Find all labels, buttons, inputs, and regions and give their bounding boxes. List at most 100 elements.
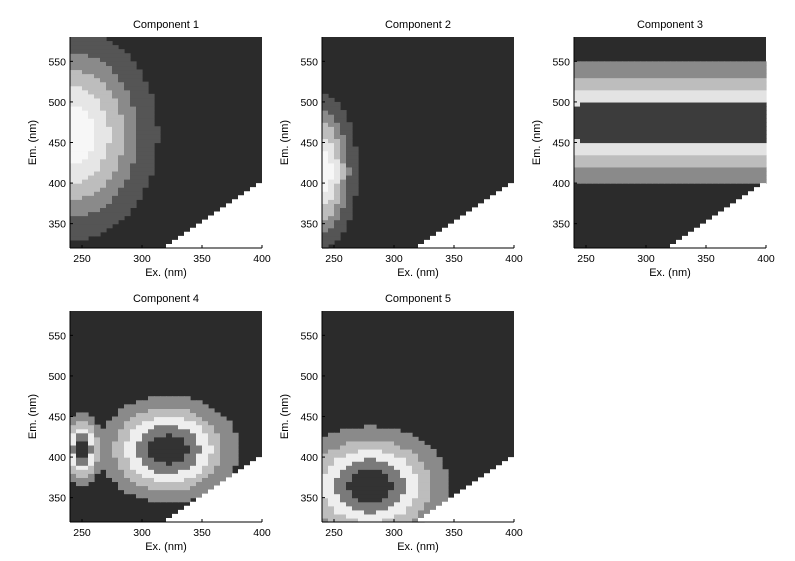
- contour-cell: [340, 428, 347, 434]
- contour-cell: [124, 166, 131, 172]
- contour-cell: [688, 126, 695, 131]
- contour-cell: [364, 493, 371, 499]
- contour-cell: [574, 65, 581, 71]
- contour-cell: [106, 223, 113, 229]
- contour-cell: [322, 134, 329, 140]
- contour-cell: [670, 174, 677, 180]
- contour-cell: [622, 77, 629, 83]
- contour-cell: [400, 497, 407, 503]
- contour-cell: [400, 473, 407, 478]
- contour-cell: [328, 158, 335, 164]
- contour-cell: [196, 440, 203, 446]
- contour-cell: [136, 465, 143, 470]
- contour-cell: [406, 513, 413, 519]
- contour-cell: [322, 481, 329, 487]
- contour-cell: [112, 97, 119, 103]
- contour-cell: [94, 424, 101, 430]
- contour-cell: [682, 93, 689, 99]
- contour-cell: [616, 73, 623, 79]
- contour-cell: [118, 187, 125, 192]
- contour-cell: [592, 126, 599, 131]
- contour-cell: [352, 493, 359, 499]
- contour-cell: [220, 461, 227, 466]
- contour-cell: [136, 138, 143, 144]
- contour-cell: [70, 146, 77, 152]
- contour-cell: [130, 77, 137, 83]
- contour-cell: [346, 448, 353, 454]
- contour-cell: [124, 485, 131, 491]
- y-tick-label: 350: [48, 493, 66, 505]
- contour-cell: [688, 162, 695, 168]
- contour-cell: [100, 73, 107, 79]
- contour-cell: [112, 469, 119, 474]
- contour-cell: [676, 61, 683, 67]
- contour-cell: [418, 501, 425, 507]
- contour-cell: [190, 404, 197, 409]
- contour-cell: [730, 174, 737, 180]
- contour-cell: [406, 473, 413, 478]
- contour-cell: [352, 489, 359, 495]
- contour-cell: [130, 477, 137, 483]
- contour-cell: [328, 203, 335, 209]
- contour-cell: [178, 432, 185, 438]
- contour-cell: [646, 89, 653, 95]
- contour-cell: [94, 146, 101, 152]
- contour-cell: [118, 457, 125, 462]
- contour-cell: [76, 448, 83, 454]
- contour-cell: [70, 179, 77, 184]
- contour-cell: [208, 416, 215, 422]
- contour-cell: [118, 85, 125, 91]
- contour-cell: [76, 134, 83, 140]
- contour-cell: [100, 114, 107, 119]
- contour-cell: [400, 444, 407, 450]
- contour-cell: [202, 461, 209, 466]
- contour-cell: [196, 404, 203, 409]
- contour-cell: [418, 477, 425, 483]
- contour-cell: [142, 93, 149, 99]
- contour-cell: [214, 477, 221, 483]
- contour-cell: [112, 150, 119, 156]
- contour-cell: [106, 469, 113, 474]
- contour-cell: [616, 110, 623, 115]
- contour-cell: [334, 457, 341, 462]
- contour-cell: [736, 179, 743, 184]
- contour-cell: [388, 444, 395, 450]
- contour-cell: [442, 497, 449, 503]
- contour-cell: [184, 420, 191, 426]
- contour-cell: [706, 61, 713, 67]
- contour-cell: [352, 473, 359, 478]
- contour-cell: [334, 138, 341, 144]
- contour-cell: [232, 448, 239, 454]
- contour-cell: [724, 89, 731, 95]
- contour-cell: [604, 166, 611, 172]
- contour-cell: [328, 457, 335, 462]
- contour-cell: [646, 130, 653, 135]
- contour-cell: [214, 469, 221, 474]
- contour-cell: [436, 457, 443, 462]
- contour-cell: [82, 45, 89, 50]
- contour-cell: [634, 154, 641, 160]
- contour-cell: [154, 493, 161, 499]
- contour-cell: [736, 130, 743, 135]
- contour-cell: [328, 101, 335, 107]
- contour-cell: [580, 179, 587, 184]
- contour-cell: [634, 146, 641, 152]
- contour-cell: [124, 154, 131, 160]
- contour-cell: [136, 110, 143, 115]
- contour-cell: [736, 61, 743, 67]
- contour-cell: [142, 105, 149, 111]
- contour-cell: [652, 85, 659, 91]
- contour-cell: [646, 170, 653, 176]
- contour-cell: [640, 158, 647, 164]
- contour-cell: [388, 509, 395, 515]
- contour-cell: [718, 170, 725, 176]
- contour-cell: [442, 489, 449, 495]
- contour-cell: [682, 114, 689, 119]
- contour-cell: [334, 158, 341, 164]
- contour-cell: [142, 465, 149, 470]
- contour-cell: [658, 73, 665, 79]
- contour-cell: [232, 457, 239, 462]
- contour-cell: [688, 166, 695, 172]
- contour-cell: [382, 517, 389, 523]
- contour-cell: [82, 416, 89, 422]
